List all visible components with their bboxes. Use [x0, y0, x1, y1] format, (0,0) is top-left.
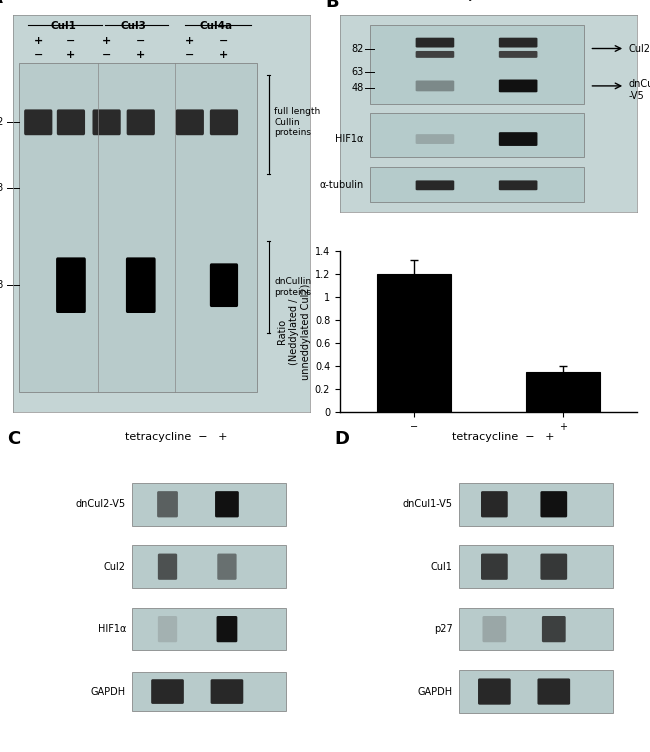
Text: +: + [219, 50, 229, 59]
FancyBboxPatch shape [415, 51, 454, 58]
FancyBboxPatch shape [499, 80, 538, 92]
Text: α-tubulin: α-tubulin [319, 180, 363, 190]
FancyBboxPatch shape [158, 616, 177, 642]
Text: dnCul2-V5: dnCul2-V5 [76, 499, 126, 509]
FancyBboxPatch shape [540, 553, 567, 580]
FancyBboxPatch shape [56, 257, 86, 313]
Text: 82: 82 [0, 117, 4, 127]
FancyBboxPatch shape [215, 491, 239, 517]
FancyBboxPatch shape [370, 114, 584, 156]
Text: C: C [7, 429, 20, 447]
FancyBboxPatch shape [19, 62, 257, 393]
Text: dnCul2
-V5: dnCul2 -V5 [628, 79, 650, 101]
FancyBboxPatch shape [217, 553, 237, 580]
Text: GAPDH: GAPDH [418, 687, 453, 696]
Text: +: + [136, 50, 146, 59]
Bar [526, 372, 600, 412]
Text: −: − [102, 50, 111, 59]
Text: Cul3: Cul3 [120, 21, 146, 31]
FancyBboxPatch shape [126, 257, 155, 313]
FancyBboxPatch shape [92, 109, 121, 135]
FancyBboxPatch shape [216, 616, 237, 642]
Text: Cul1: Cul1 [51, 21, 77, 31]
FancyBboxPatch shape [176, 109, 204, 135]
FancyBboxPatch shape [370, 25, 584, 104]
FancyBboxPatch shape [459, 608, 613, 650]
Text: Cul1: Cul1 [431, 562, 453, 572]
Text: D: D [334, 429, 349, 447]
FancyBboxPatch shape [459, 670, 613, 713]
FancyBboxPatch shape [370, 167, 584, 202]
FancyBboxPatch shape [540, 491, 567, 517]
FancyBboxPatch shape [499, 180, 538, 190]
Text: 63: 63 [352, 67, 363, 77]
FancyBboxPatch shape [415, 180, 454, 190]
Text: dnCullin
proteins: dnCullin proteins [274, 277, 311, 297]
FancyBboxPatch shape [415, 38, 454, 47]
FancyBboxPatch shape [211, 679, 243, 704]
Text: 48: 48 [352, 83, 363, 93]
Text: 82: 82 [351, 44, 363, 53]
FancyBboxPatch shape [132, 545, 287, 588]
Text: Cul4a: Cul4a [200, 21, 233, 31]
FancyBboxPatch shape [415, 134, 454, 144]
FancyBboxPatch shape [542, 616, 566, 642]
Text: −: − [34, 50, 43, 59]
Text: Cul2-V5: Cul2-V5 [628, 44, 650, 53]
Text: −: − [66, 36, 75, 46]
FancyBboxPatch shape [57, 109, 85, 135]
Text: Cul2: Cul2 [104, 562, 126, 572]
Text: B: B [325, 0, 339, 11]
FancyBboxPatch shape [499, 38, 538, 47]
Text: 48: 48 [0, 280, 4, 290]
Text: p27: p27 [434, 624, 453, 634]
FancyBboxPatch shape [151, 679, 184, 704]
Text: tetracycline  −   +: tetracycline − + [452, 432, 554, 442]
FancyBboxPatch shape [210, 109, 238, 135]
Text: HIF1α: HIF1α [98, 624, 126, 634]
FancyBboxPatch shape [210, 263, 238, 307]
FancyBboxPatch shape [127, 109, 155, 135]
Text: GAPDH: GAPDH [91, 687, 126, 696]
FancyBboxPatch shape [538, 678, 570, 705]
FancyBboxPatch shape [499, 132, 538, 146]
FancyBboxPatch shape [459, 483, 613, 526]
Text: 63: 63 [0, 183, 4, 193]
Text: +: + [34, 36, 43, 46]
FancyBboxPatch shape [481, 491, 508, 517]
FancyBboxPatch shape [132, 483, 287, 526]
FancyBboxPatch shape [132, 608, 287, 650]
Text: +: + [66, 50, 75, 59]
Bar [377, 274, 451, 412]
Text: tetracycline  −   +: tetracycline − + [125, 432, 228, 442]
FancyBboxPatch shape [132, 672, 287, 711]
Text: full length
Cullin
proteins: full length Cullin proteins [274, 108, 320, 137]
FancyBboxPatch shape [482, 616, 506, 642]
Text: HIF1α: HIF1α [335, 134, 363, 144]
Y-axis label: Ratio
(Neddylated /
unneddylated Cul2): Ratio (Neddylated / unneddylated Cul2) [278, 284, 311, 380]
FancyBboxPatch shape [459, 545, 613, 588]
Text: −: − [219, 36, 229, 46]
FancyBboxPatch shape [24, 109, 53, 135]
FancyBboxPatch shape [415, 80, 454, 91]
Text: −: − [136, 36, 146, 46]
FancyBboxPatch shape [157, 491, 178, 517]
Text: −: − [185, 50, 194, 59]
Text: +: + [102, 36, 111, 46]
FancyBboxPatch shape [481, 553, 508, 580]
Text: A: A [0, 0, 3, 7]
Text: dnCul1-V5: dnCul1-V5 [403, 499, 453, 509]
FancyBboxPatch shape [499, 51, 538, 58]
FancyBboxPatch shape [478, 678, 511, 705]
Text: tetracycline  −    +: tetracycline − + [436, 0, 541, 2]
Text: tetracycline: tetracycline [455, 457, 521, 468]
Text: +: + [185, 36, 194, 46]
FancyBboxPatch shape [158, 553, 177, 580]
